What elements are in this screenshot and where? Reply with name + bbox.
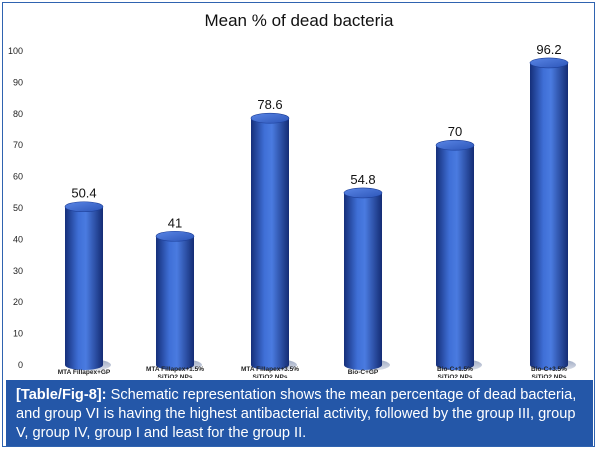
bar-body: [251, 118, 289, 370]
figure-caption: [Table/Fig-8]: Schematic representation …: [6, 380, 593, 446]
bar-body: [436, 145, 474, 370]
x-tick-label: SiTiO2 NPs: [438, 374, 473, 378]
bar-top: [435, 139, 475, 151]
x-tick-label: Bio-C+1.5%: [437, 366, 473, 373]
bar: 50.4: [64, 186, 111, 371]
y-tick-label: 20: [13, 297, 23, 307]
y-tick-label: 60: [13, 172, 23, 182]
x-tick-label: SiTiO2 NPs: [158, 374, 193, 378]
bar-body: [344, 192, 382, 370]
y-tick-label: 90: [13, 77, 23, 87]
data-label: 41: [168, 215, 182, 230]
caption-text: Schematic representation shows the mean …: [16, 387, 577, 441]
y-tick-label: 10: [13, 329, 23, 339]
chart-title: Mean % of dead bacteria: [204, 11, 394, 30]
bar-top: [64, 201, 104, 213]
data-label: 50.4: [71, 186, 96, 201]
data-label: 70: [448, 124, 462, 139]
y-tick-label: 40: [13, 234, 23, 244]
bar-body: [156, 236, 194, 370]
data-label: 54.8: [350, 172, 375, 187]
y-tick-label: 80: [13, 109, 23, 119]
bar-body: [65, 206, 103, 370]
bar: 41: [155, 215, 202, 371]
y-tick-label: 50: [13, 203, 23, 213]
y-tick-label: 100: [8, 46, 23, 56]
bar: 70: [435, 124, 482, 371]
y-tick-label: 70: [13, 140, 23, 150]
caption-label: [Table/Fig-8]:: [16, 387, 107, 403]
y-tick-label: 0: [18, 360, 23, 370]
x-tick-label: MTA Fillapex+3.5%: [241, 366, 299, 373]
bar-top: [155, 230, 195, 242]
bar-body: [530, 62, 568, 370]
bar-top: [250, 112, 290, 124]
data-label: 78.6: [257, 97, 282, 112]
x-tick-label: SiTiO2 NPs: [532, 374, 567, 378]
x-tick-label: Bio-C+GP: [348, 369, 379, 376]
x-tick-label: Bio-C+3.5%: [531, 366, 567, 373]
x-tick-label: MTA Fillapex+1.5%: [146, 366, 204, 373]
figure-frame: Mean % of dead bacteria 0 10 20 30 40 50 60 70 8…: [2, 2, 595, 447]
x-axis: MTA Fillapex+GP MTA Fillapex+1.5%SiTiO2 N…: [58, 366, 567, 378]
bar: 96.2: [529, 42, 576, 371]
y-tick-label: 30: [13, 266, 23, 276]
bar-top: [529, 57, 569, 69]
bar: 78.6: [250, 97, 297, 371]
bars-group: 50.4 41 78.6 54.8 70 96.2: [64, 42, 576, 371]
bar-top: [343, 187, 383, 199]
x-tick-label: SiTiO2 NPs: [253, 374, 288, 378]
x-tick-label: MTA Fillapex+GP: [58, 369, 111, 376]
data-label: 96.2: [536, 42, 561, 57]
bar-chart: Mean % of dead bacteria 0 10 20 30 40 50 60 70 8…: [8, 11, 576, 378]
bar: 54.8: [343, 172, 390, 371]
y-axis: 0 10 20 30 40 50 60 70 80 90 100: [8, 46, 23, 370]
